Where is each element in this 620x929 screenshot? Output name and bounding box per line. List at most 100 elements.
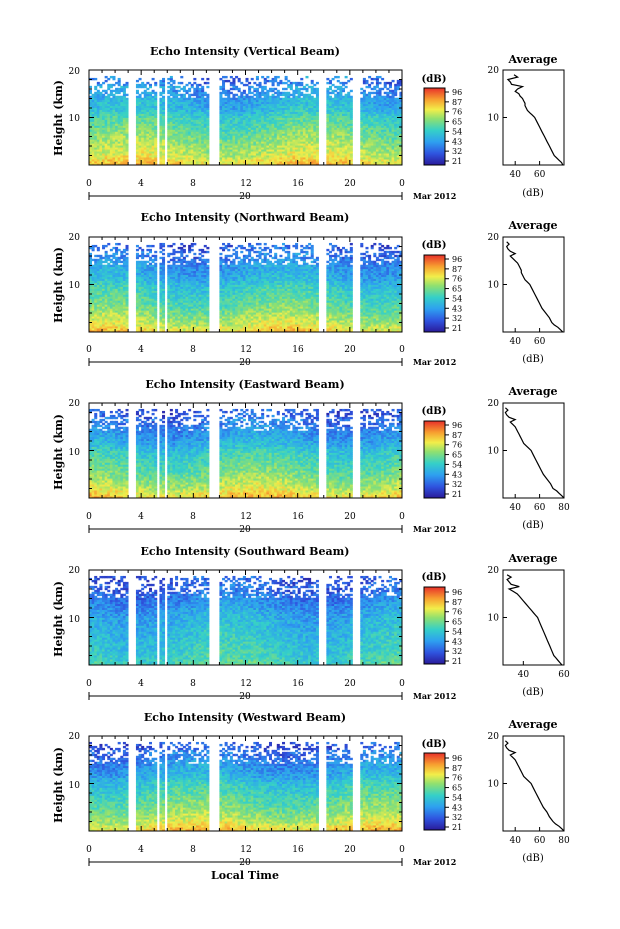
heatmap-cell <box>172 123 176 126</box>
x-tick-label: 0 <box>399 179 405 189</box>
heatmap-cell <box>180 115 184 118</box>
heatmap-cell <box>96 105 100 109</box>
heatmap-cell <box>112 131 116 134</box>
heatmap-cell <box>91 133 95 136</box>
heatmap-cell <box>96 157 100 160</box>
heatmap-cell <box>146 127 150 130</box>
heatmap-cell <box>188 87 192 91</box>
heatmap-cell <box>175 107 179 110</box>
heatmap-cell <box>102 109 106 112</box>
heatmap-cell <box>172 111 176 114</box>
heatmap-cell <box>125 135 129 138</box>
heatmap-cell <box>109 117 113 120</box>
heatmap-cell <box>175 133 179 136</box>
heatmap-cell <box>107 151 111 154</box>
heatmap-cell <box>143 137 147 140</box>
heatmap-cell <box>89 103 93 107</box>
heatmap-cell <box>282 97 286 101</box>
heatmap-cell <box>135 155 139 158</box>
heatmap-cell <box>177 93 181 97</box>
heatmap-cell <box>162 99 166 103</box>
heatmap-cell <box>117 147 121 150</box>
heatmap-cell <box>99 101 103 105</box>
heatmap-cell <box>185 155 189 158</box>
heatmap-cell <box>169 101 173 105</box>
heatmap-cell <box>125 93 129 97</box>
heatmap-cell <box>167 91 171 95</box>
heatmap-cell <box>154 147 158 150</box>
heatmap-cell <box>172 79 176 83</box>
heatmap-cell <box>99 139 103 142</box>
heatmap-cell <box>169 131 173 134</box>
heatmap-cell <box>107 121 111 124</box>
heatmap-cell <box>122 125 126 128</box>
heatmap-cell <box>172 99 176 103</box>
heatmap-cell <box>292 89 296 93</box>
heatmap-cell <box>138 135 142 138</box>
heatmap-cell <box>107 163 111 166</box>
heatmap-cell <box>182 139 186 142</box>
heatmap-cell <box>107 113 111 116</box>
heatmap-area <box>88 236 403 333</box>
heatmap-cell <box>146 105 150 109</box>
heatmap-cell <box>96 93 100 97</box>
heatmap-cell <box>99 99 103 103</box>
heatmap-cell <box>162 161 166 164</box>
heatmap-cell <box>125 123 129 126</box>
heatmap-cell <box>122 119 126 122</box>
heatmap-cell <box>107 133 111 136</box>
heatmap-cell <box>190 139 194 142</box>
heatmap-cell <box>143 121 147 124</box>
heatmap-cell <box>115 159 119 162</box>
heatmap-cell <box>96 131 100 134</box>
heatmap-cell <box>159 115 163 118</box>
heatmap-cell <box>182 117 186 120</box>
heatmap-cell <box>104 97 108 101</box>
heatmap-cell <box>112 139 116 142</box>
x-tick-label: 16 <box>292 179 304 189</box>
heatmap-cell <box>112 119 116 122</box>
heatmap-cell <box>162 89 166 93</box>
heatmap-cell <box>188 139 192 142</box>
heatmap-cell <box>266 89 270 93</box>
heatmap-cell <box>148 91 152 95</box>
heatmap-cell <box>104 113 108 116</box>
heatmap-cell <box>182 119 186 122</box>
heatmap-cell <box>89 109 93 112</box>
heatmap-cell <box>167 151 171 154</box>
heatmap-cell <box>143 99 147 103</box>
heatmap-cell <box>104 121 108 124</box>
heatmap-cell <box>386 81 390 85</box>
heatmap-cell <box>169 153 173 156</box>
heatmap-cell <box>117 117 121 120</box>
heatmap-cell <box>169 127 173 130</box>
heatmap-cell <box>125 113 129 116</box>
heatmap-cell <box>94 121 98 124</box>
heatmap-cell <box>185 99 189 103</box>
heatmap-cell <box>125 129 129 132</box>
heatmap-cell <box>266 75 270 79</box>
profile-y-tick-label: 20 <box>488 66 500 76</box>
heatmap-cell <box>336 79 340 83</box>
heatmap-cell <box>227 79 231 83</box>
heatmap-cell <box>109 149 113 152</box>
heatmap-cell <box>159 119 163 122</box>
heatmap-cell <box>185 107 189 110</box>
heatmap-cell <box>172 97 176 101</box>
heatmap-cell <box>177 121 181 124</box>
heatmap-cell <box>135 107 139 110</box>
heatmap-cell <box>141 129 145 132</box>
heatmap-cell <box>143 157 147 160</box>
heatmap-cell <box>169 83 173 87</box>
heatmap-cell <box>115 91 119 95</box>
heatmap-cell <box>159 85 163 89</box>
heatmap-cell <box>109 258 113 262</box>
heatmap-cell <box>287 83 291 87</box>
heatmap-cell <box>109 83 113 87</box>
heatmap-cell <box>89 129 93 132</box>
heatmap-cell <box>102 123 106 126</box>
heatmap-cell <box>151 89 155 93</box>
heatmap-cell <box>143 163 147 166</box>
heatmap-cell <box>302 93 306 97</box>
heatmap-cell <box>104 75 108 79</box>
